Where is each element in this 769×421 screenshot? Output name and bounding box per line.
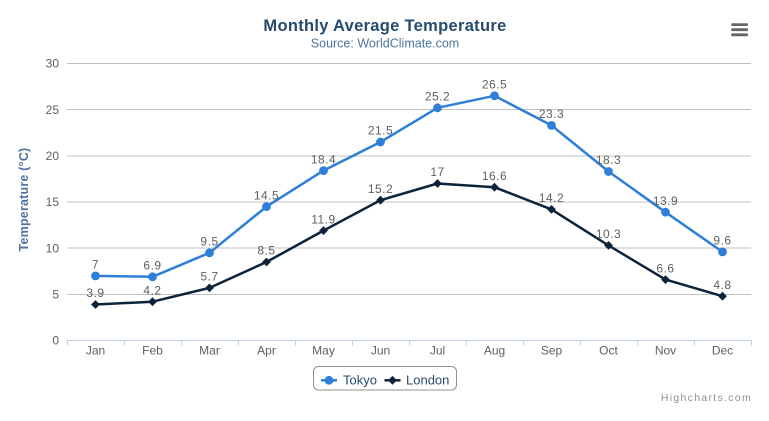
svg-text:14.5: 14.5 (254, 188, 279, 202)
svg-text:20: 20 (46, 149, 60, 163)
svg-text:5.7: 5.7 (200, 270, 218, 284)
svg-text:5: 5 (52, 288, 59, 302)
svg-text:Dec: Dec (712, 344, 733, 358)
svg-text:23.3: 23.3 (539, 107, 564, 121)
svg-text:Jul: Jul (430, 344, 445, 358)
svg-text:11.9: 11.9 (311, 212, 335, 226)
svg-text:10.3: 10.3 (596, 227, 621, 241)
svg-text:21.5: 21.5 (368, 124, 393, 138)
svg-text:6.9: 6.9 (143, 259, 161, 273)
svg-text:3.9: 3.9 (86, 286, 104, 300)
svg-text:7: 7 (92, 258, 99, 272)
svg-text:Aug: Aug (484, 344, 505, 358)
svg-text:4.2: 4.2 (143, 283, 161, 297)
svg-text:Sep: Sep (541, 344, 563, 358)
svg-text:9.6: 9.6 (713, 234, 731, 248)
svg-text:14.2: 14.2 (539, 191, 564, 205)
svg-text:10: 10 (46, 241, 60, 255)
svg-text:Highcharts.com: Highcharts.com (661, 392, 752, 404)
svg-text:May: May (312, 344, 335, 358)
svg-text:4.8: 4.8 (713, 278, 731, 292)
svg-text:18.4: 18.4 (311, 152, 336, 166)
svg-text:9.5: 9.5 (200, 235, 218, 249)
svg-text:26.5: 26.5 (482, 78, 507, 92)
svg-text:Source: WorldClimate.com: Source: WorldClimate.com (311, 37, 459, 51)
svg-text:30: 30 (46, 57, 60, 71)
svg-text:Tokyo: Tokyo (343, 373, 377, 388)
svg-text:Oct: Oct (599, 344, 618, 358)
svg-text:25.2: 25.2 (425, 90, 450, 104)
svg-text:Temperature (°C): Temperature (°C) (17, 148, 31, 252)
svg-text:16.6: 16.6 (482, 169, 507, 183)
svg-text:Mar: Mar (199, 344, 220, 358)
svg-text:18.3: 18.3 (596, 153, 621, 167)
svg-text:Jan: Jan (86, 344, 105, 358)
svg-text:15.2: 15.2 (368, 182, 393, 196)
svg-text:London: London (406, 373, 449, 388)
svg-text:8.5: 8.5 (257, 244, 275, 258)
svg-text:15: 15 (46, 195, 60, 209)
svg-text:Feb: Feb (142, 344, 163, 358)
svg-text:6.6: 6.6 (656, 261, 674, 275)
svg-text:25: 25 (46, 103, 60, 117)
svg-text:17: 17 (430, 165, 444, 179)
svg-text:13.9: 13.9 (653, 194, 678, 208)
svg-text:Monthly Average Temperature: Monthly Average Temperature (263, 17, 506, 35)
svg-text:Jun: Jun (371, 344, 390, 358)
svg-text:Apr: Apr (257, 344, 276, 358)
svg-text:0: 0 (52, 334, 59, 348)
svg-text:Nov: Nov (655, 344, 676, 358)
